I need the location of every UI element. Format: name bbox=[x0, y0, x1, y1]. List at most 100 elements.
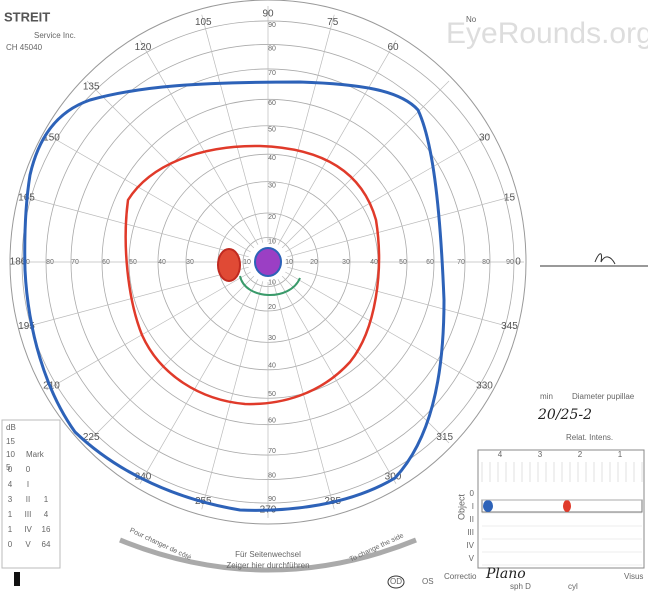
meridian bbox=[281, 80, 450, 249]
signature bbox=[594, 253, 616, 265]
angle-label: 240 bbox=[135, 471, 152, 482]
sph-label: sph D bbox=[510, 582, 531, 591]
object-row: II bbox=[470, 515, 474, 524]
radius-label: 30 bbox=[268, 335, 276, 342]
acuity: 20/25-2 bbox=[537, 407, 592, 423]
angle-label: 330 bbox=[476, 381, 493, 392]
angle-label: 120 bbox=[135, 42, 152, 53]
meridian bbox=[46, 271, 251, 391]
eye-label: OD bbox=[390, 577, 402, 586]
meridian bbox=[281, 275, 450, 444]
intensity-col: 1 bbox=[618, 450, 623, 459]
radius-label: 80 bbox=[268, 45, 276, 52]
isopter-green bbox=[239, 275, 301, 296]
meridian bbox=[139, 279, 259, 484]
angle-label: 75 bbox=[327, 17, 339, 28]
eye-circle bbox=[387, 575, 405, 589]
radius-label: 50 bbox=[268, 127, 276, 134]
radius-label: 60 bbox=[268, 100, 276, 107]
radius-label: 50 bbox=[268, 391, 276, 398]
table-cell: V bbox=[25, 540, 31, 549]
panel-frame bbox=[477, 449, 645, 569]
vis-label: Visus bbox=[624, 572, 643, 581]
angle-label: 15 bbox=[504, 192, 516, 203]
table-cell: 1 bbox=[8, 510, 13, 519]
object-row: V bbox=[469, 554, 475, 563]
table-frame bbox=[1, 419, 61, 569]
watermark: EyeRounds.org bbox=[446, 17, 648, 50]
angle-label: 90 bbox=[262, 9, 274, 20]
no-label: No bbox=[466, 15, 477, 24]
meridian bbox=[285, 271, 490, 391]
code: CH 45040 bbox=[6, 43, 43, 52]
diameter-label: Diameter pupillae bbox=[572, 392, 635, 401]
angle-label: 135 bbox=[83, 81, 100, 92]
angle-label: 150 bbox=[43, 133, 60, 144]
radius-label: 70 bbox=[268, 448, 276, 455]
table-cell: III bbox=[25, 510, 32, 519]
angle-label: 345 bbox=[501, 321, 518, 332]
meridian bbox=[46, 133, 251, 253]
intensity-col: 3 bbox=[538, 450, 543, 459]
table-cell: II bbox=[26, 495, 30, 504]
table-cell: 0 bbox=[8, 540, 13, 549]
corner-mark bbox=[14, 572, 20, 586]
table-cell: 64 bbox=[42, 540, 51, 549]
blue-mark bbox=[483, 500, 493, 512]
isopter-v4e bbox=[23, 80, 446, 512]
angle-label: 300 bbox=[385, 471, 402, 482]
meridian bbox=[201, 14, 264, 243]
radius-label: 70 bbox=[268, 70, 276, 77]
db-scale: 5 bbox=[6, 463, 11, 472]
legend-table: dB 15 10 5 Mark 0 0 4 I 3 II 1 1 III 4 1 IV 16 0 V 64 bbox=[1, 419, 61, 569]
outer-ring bbox=[9, 0, 527, 525]
table-cell: 4 bbox=[44, 510, 49, 519]
radius-label: 20 bbox=[268, 214, 276, 221]
db-header: dB bbox=[6, 423, 16, 432]
table-cell: 4 bbox=[8, 480, 13, 489]
blind-spot bbox=[217, 248, 241, 282]
meridian bbox=[287, 266, 516, 329]
object-row: III bbox=[467, 528, 474, 537]
radius-label: 40 bbox=[268, 363, 276, 370]
object-row: I bbox=[472, 502, 474, 511]
radius-label: 10 bbox=[268, 238, 276, 245]
table-cell: 1 bbox=[8, 525, 13, 534]
angle-label: 195 bbox=[18, 321, 35, 332]
table-cell: IV bbox=[24, 525, 32, 534]
center2: Zeiger hier durchführen bbox=[226, 561, 309, 570]
db-scale: 10 bbox=[6, 450, 15, 459]
meridian bbox=[20, 195, 249, 258]
isopter-i4e bbox=[124, 144, 381, 406]
radius-label: 60 bbox=[268, 418, 276, 425]
angle-label: 30 bbox=[479, 133, 491, 144]
object-label: Object bbox=[456, 493, 466, 520]
intensity-label: Relat. Intens. bbox=[566, 433, 613, 442]
table-cell: 16 bbox=[42, 525, 51, 534]
angle-label: 210 bbox=[43, 381, 60, 392]
table-cell: 1 bbox=[44, 495, 49, 504]
radius-label: 90 bbox=[268, 22, 276, 29]
angle-label: 315 bbox=[436, 432, 453, 443]
radius-label: 30 bbox=[268, 182, 276, 189]
center1: Für Seitenwechsel bbox=[235, 550, 301, 559]
table-cell: 0 bbox=[26, 465, 31, 474]
radius-label: 40 bbox=[268, 155, 276, 162]
table-cell: 0 bbox=[8, 465, 13, 474]
intensity-col: 4 bbox=[498, 450, 503, 459]
red-mark bbox=[563, 500, 571, 512]
correction-value: Plano bbox=[485, 566, 526, 582]
angle-label: 180 bbox=[10, 257, 27, 268]
meridian bbox=[272, 14, 335, 243]
radius-label: 80 bbox=[268, 472, 276, 479]
min-label: min bbox=[540, 392, 553, 401]
isopter-central bbox=[254, 247, 282, 277]
angle-label: 0 bbox=[515, 257, 521, 268]
db-scale: 15 bbox=[6, 437, 15, 446]
correction-label: Correctio bbox=[444, 572, 477, 581]
table-cell: 3 bbox=[8, 495, 13, 504]
cyl-label: cyl bbox=[568, 582, 578, 591]
